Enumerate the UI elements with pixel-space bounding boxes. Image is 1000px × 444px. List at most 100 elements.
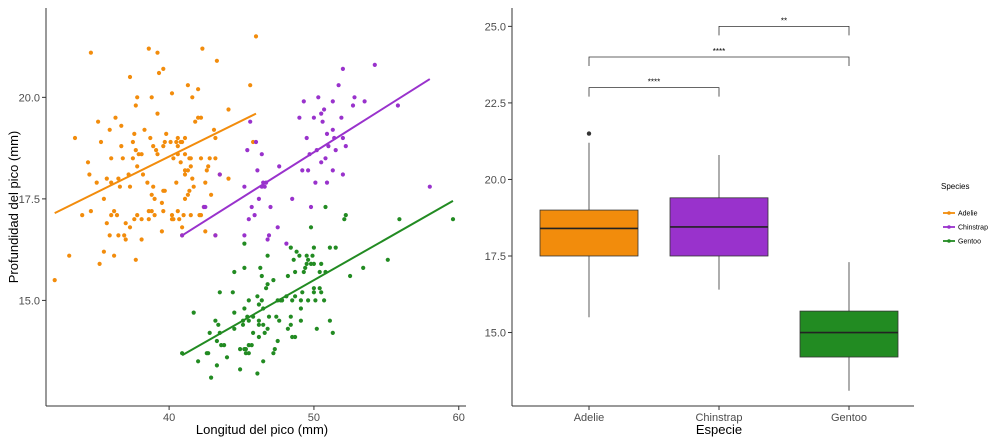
scatter-point-adelie-77 — [162, 188, 167, 193]
scatter-x-tick-label: 40 — [163, 412, 175, 424]
scatter-x-axis-title: Longitud del pico (mm) — [196, 422, 328, 437]
scatter-point-gentoo-10 — [216, 322, 221, 327]
scatter-point-adelie-64 — [152, 213, 157, 218]
scatter-point-chinstrap-31 — [306, 168, 311, 173]
scatter-point-chinstrap-4 — [217, 172, 222, 177]
significance-label-1: **** — [713, 47, 725, 56]
scatter-point-adelie-130 — [211, 127, 217, 132]
scatter-point-gentoo-19 — [232, 269, 237, 275]
scatter-point-adelie-23 — [113, 115, 118, 120]
scatter-point-adelie-6 — [88, 209, 93, 214]
scatter-point-gentoo-20 — [238, 367, 243, 372]
scatter-point-adelie-111 — [188, 156, 193, 161]
scatter-point-gentoo-41 — [256, 322, 261, 327]
scatter-point-adelie-139 — [251, 139, 256, 145]
scatter-point-adelie-12 — [101, 249, 106, 254]
scatter-point-gentoo-95 — [311, 245, 316, 250]
scatter-point-chinstrap-45 — [326, 144, 331, 149]
scatter-point-gentoo-28 — [243, 351, 248, 356]
scatter-point-gentoo-85 — [304, 261, 309, 266]
scatter-point-adelie-91 — [175, 135, 180, 141]
scatter-point-adelie-75 — [161, 144, 166, 149]
scatter-point-adelie-14 — [104, 221, 109, 226]
scatter-point-adelie-26 — [116, 176, 121, 181]
scatter-point-gentoo-86 — [304, 253, 309, 258]
scatter-point-gentoo-35 — [249, 343, 254, 348]
scatter-point-gentoo-12 — [217, 290, 222, 295]
box-y-tick-label: 25.0 — [485, 21, 506, 33]
scatter-point-gentoo-15 — [224, 355, 230, 360]
scatter-point-gentoo-32 — [246, 343, 251, 348]
scatter-point-adelie-98 — [181, 213, 186, 218]
scatter-point-adelie-3 — [80, 213, 85, 218]
scatter-point-gentoo-109 — [342, 217, 347, 222]
significance-bracket-0 — [588, 87, 720, 97]
scatter-point-gentoo-106 — [327, 245, 332, 250]
scatter-point-gentoo-50 — [262, 330, 267, 335]
box-x-tick-label: Gentoo — [831, 412, 867, 424]
scatter-point-chinstrap-29 — [301, 99, 306, 104]
scatter-point-gentoo-6 — [209, 375, 214, 380]
scatter-point-adelie-72 — [159, 200, 164, 205]
scatter-point-gentoo-70 — [288, 245, 293, 250]
scatter-point-adelie-28 — [119, 144, 124, 149]
scatter-point-adelie-93 — [178, 160, 183, 165]
scatter-point-gentoo-110 — [343, 213, 348, 218]
scatter-point-adelie-84 — [171, 217, 176, 222]
scatter-point-gentoo-21 — [238, 347, 243, 352]
scatter-point-gentoo-99 — [317, 269, 322, 275]
scatter-point-gentoo-33 — [246, 318, 251, 323]
scatter-point-gentoo-102 — [322, 298, 327, 303]
scatter-point-adelie-0 — [52, 278, 57, 283]
scatter-point-adelie-132 — [213, 156, 218, 161]
scatter-point-adelie-48 — [136, 152, 141, 157]
scatter-point-adelie-41 — [132, 131, 137, 136]
scatter-point-adelie-59 — [149, 209, 154, 214]
scatter-point-gentoo-14 — [222, 343, 227, 348]
scatter-point-adelie-1 — [67, 253, 72, 258]
scatter-point-chinstrap-42 — [323, 156, 328, 161]
scatter-point-chinstrap-56 — [343, 144, 348, 149]
legend-dot-gentoo — [947, 239, 951, 243]
scatter-point-chinstrap-26 — [290, 196, 295, 201]
scatter-point-gentoo-87 — [306, 298, 311, 303]
scatter-point-adelie-127 — [206, 164, 211, 169]
scatter-point-adelie-68 — [155, 111, 160, 116]
scatter-point-gentoo-52 — [265, 326, 270, 331]
scatter-point-gentoo-79 — [298, 318, 303, 323]
scatter-point-gentoo-112 — [361, 265, 366, 270]
scatter-x-tick-label: 50 — [308, 412, 320, 424]
legend-dot-adelie — [947, 211, 951, 215]
scatter-point-adelie-30 — [120, 156, 125, 161]
scatter-point-gentoo-78 — [297, 253, 302, 258]
scatter-y-tick-label: 20.0 — [19, 92, 40, 104]
regression-line-gentoo — [181, 200, 454, 357]
scatter-point-adelie-71 — [159, 229, 164, 234]
scatter-y-tick-label: 15.0 — [19, 295, 40, 307]
scatter-point-adelie-96 — [180, 225, 185, 230]
scatter-point-chinstrap-12 — [253, 139, 259, 145]
scatter-point-chinstrap-24 — [277, 164, 282, 169]
scatter-point-adelie-7 — [88, 50, 93, 55]
scatter-point-adelie-103 — [182, 135, 188, 141]
scatter-x-ticks: 40 50 60 — [163, 406, 465, 424]
scatter-point-chinstrap-51 — [336, 83, 341, 88]
scatter-point-chinstrap-11 — [252, 213, 257, 218]
scatter-point-gentoo-29 — [243, 347, 248, 352]
scatter-point-adelie-119 — [198, 213, 204, 218]
scatter-point-adelie-8 — [94, 180, 99, 185]
scatter-point-gentoo-77 — [294, 249, 299, 254]
scatter-point-gentoo-4 — [206, 351, 211, 356]
scatter-point-adelie-17 — [107, 127, 112, 132]
scatter-point-chinstrap-5 — [242, 233, 247, 238]
scatter-point-adelie-15 — [104, 176, 109, 181]
scatter-point-adelie-25 — [116, 233, 121, 238]
scatter-point-adelie-57 — [146, 46, 151, 51]
scatter-point-chinstrap-2 — [203, 204, 208, 210]
scatter-point-adelie-27 — [117, 184, 122, 189]
scatter-point-chinstrap-16 — [259, 152, 264, 157]
scatter-point-gentoo-92 — [311, 290, 316, 295]
scatter-point-chinstrap-27 — [297, 115, 302, 120]
scatter-point-gentoo-42 — [256, 318, 261, 323]
scatter-point-gentoo-74 — [293, 334, 298, 340]
